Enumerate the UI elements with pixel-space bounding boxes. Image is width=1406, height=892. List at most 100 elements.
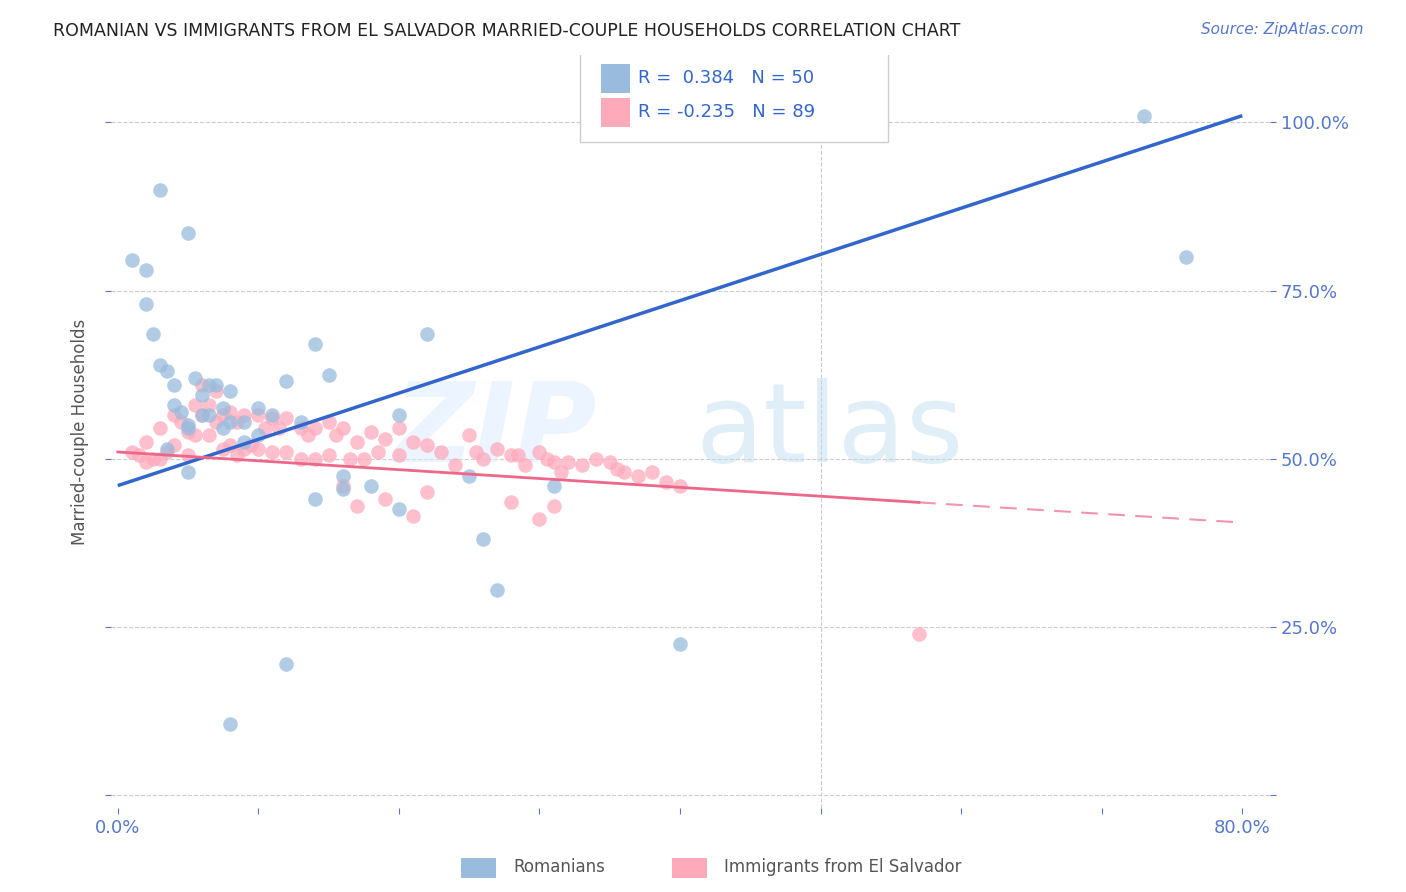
Point — [669, 637, 692, 651]
Point — [536, 451, 558, 466]
Point — [557, 455, 579, 469]
Point — [543, 499, 565, 513]
Point — [212, 421, 235, 435]
Point — [1175, 250, 1198, 264]
Point — [191, 408, 214, 422]
Y-axis label: Married-couple Households: Married-couple Households — [72, 318, 89, 545]
Point — [135, 434, 157, 449]
Point — [205, 377, 228, 392]
Point — [444, 458, 467, 473]
Point — [142, 451, 165, 466]
Point — [360, 425, 382, 439]
Point — [163, 377, 186, 392]
Point — [269, 421, 291, 435]
Point — [543, 455, 565, 469]
Point — [374, 491, 396, 506]
Point — [613, 465, 636, 479]
Point — [486, 442, 509, 456]
Point — [353, 451, 375, 466]
Point — [205, 415, 228, 429]
Point — [191, 408, 214, 422]
Point — [543, 478, 565, 492]
Point — [669, 478, 692, 492]
Point — [170, 404, 193, 418]
Point — [149, 421, 172, 435]
Point — [184, 428, 207, 442]
Point — [191, 388, 214, 402]
Point — [163, 398, 186, 412]
Point — [367, 445, 389, 459]
Point — [163, 438, 186, 452]
Point — [135, 297, 157, 311]
Point — [212, 408, 235, 422]
Point — [472, 533, 495, 547]
Point — [219, 717, 242, 731]
Point — [247, 442, 270, 456]
Point — [318, 448, 340, 462]
Point — [163, 408, 186, 422]
Point — [233, 408, 256, 422]
Point — [346, 434, 368, 449]
Point — [430, 445, 453, 459]
Point — [156, 364, 179, 378]
Point — [184, 371, 207, 385]
Point — [240, 438, 263, 452]
Point — [458, 468, 481, 483]
Text: atlas: atlas — [696, 378, 965, 485]
Point — [325, 428, 347, 442]
Point — [177, 425, 200, 439]
Point — [149, 451, 172, 466]
Point — [262, 445, 284, 459]
Point — [156, 445, 179, 459]
Point — [501, 495, 523, 509]
Text: Romanians: Romanians — [513, 858, 605, 876]
Point — [458, 428, 481, 442]
Point — [290, 421, 312, 435]
Point — [212, 401, 235, 416]
Point — [177, 465, 200, 479]
Point — [177, 227, 200, 241]
Point — [290, 415, 312, 429]
Text: R =  0.384   N = 50: R = 0.384 N = 50 — [638, 70, 814, 87]
Point — [304, 421, 326, 435]
Point — [529, 445, 551, 459]
Point — [318, 368, 340, 382]
Point — [515, 458, 537, 473]
Point — [1133, 109, 1156, 123]
Point — [465, 445, 488, 459]
Point — [529, 512, 551, 526]
Point — [177, 448, 200, 462]
Point — [198, 428, 221, 442]
Point — [247, 428, 270, 442]
Point — [402, 508, 425, 523]
Point — [550, 465, 572, 479]
Point — [191, 377, 214, 392]
Point — [318, 415, 340, 429]
Point — [571, 458, 593, 473]
Point — [121, 445, 143, 459]
Point — [339, 451, 361, 466]
Point — [170, 415, 193, 429]
Point — [332, 468, 354, 483]
Point — [142, 327, 165, 342]
Point — [219, 384, 242, 399]
Point — [472, 451, 495, 466]
Point — [360, 478, 382, 492]
Point — [177, 418, 200, 433]
Point — [606, 462, 628, 476]
Text: ZIP: ZIP — [394, 378, 598, 485]
Point — [247, 408, 270, 422]
Point — [297, 428, 319, 442]
Point — [233, 442, 256, 456]
Point — [177, 421, 200, 435]
Point — [198, 398, 221, 412]
Point — [402, 434, 425, 449]
Point — [219, 404, 242, 418]
Point — [276, 375, 298, 389]
Point — [304, 337, 326, 351]
Point — [641, 465, 664, 479]
Point — [128, 448, 150, 462]
Point — [388, 502, 411, 516]
Text: Source: ZipAtlas.com: Source: ZipAtlas.com — [1201, 22, 1364, 37]
Point — [388, 448, 411, 462]
